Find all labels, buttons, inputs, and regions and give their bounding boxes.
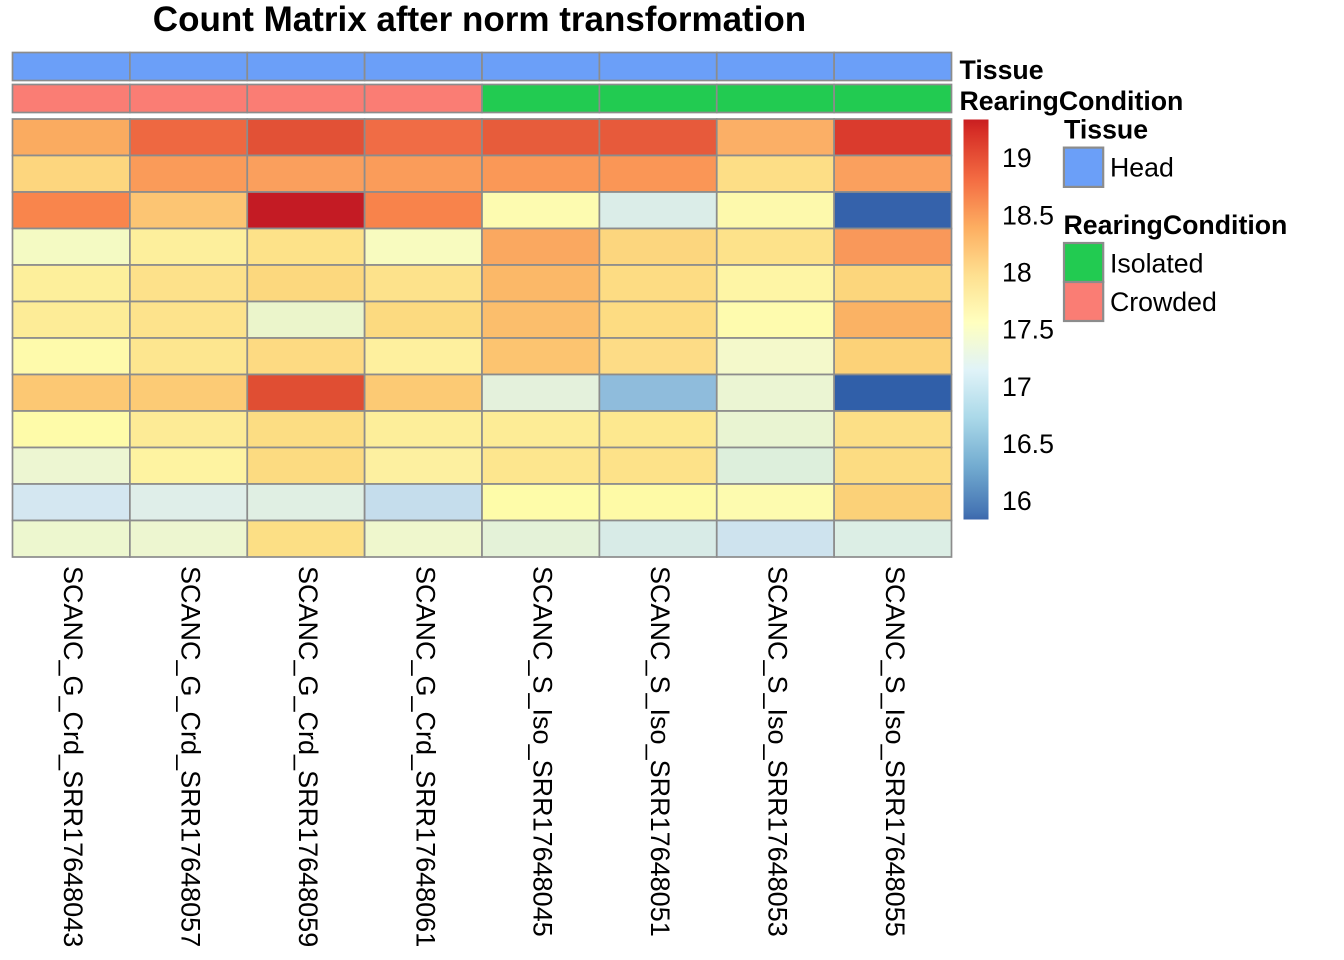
- svg-text:Tissue: Tissue: [1064, 115, 1148, 145]
- svg-text:19: 19: [1002, 143, 1032, 173]
- svg-text:16: 16: [1002, 486, 1032, 516]
- svg-text:SCANC_G_Crd_SRR17648061: SCANC_G_Crd_SRR17648061: [410, 566, 440, 947]
- svg-text:SCANC_G_Crd_SRR17648057: SCANC_G_Crd_SRR17648057: [176, 566, 206, 947]
- svg-text:RearingCondition: RearingCondition: [1064, 210, 1288, 240]
- svg-text:17: 17: [1002, 372, 1032, 402]
- svg-text:RearingCondition: RearingCondition: [960, 86, 1184, 116]
- svg-text:Count Matrix after norm transf: Count Matrix after norm transformation: [153, 0, 806, 39]
- svg-text:Crowded: Crowded: [1110, 287, 1217, 317]
- svg-text:SCANC_G_Crd_SRR17648043: SCANC_G_Crd_SRR17648043: [58, 566, 88, 947]
- svg-text:Head: Head: [1110, 153, 1174, 183]
- svg-text:SCANC_S_Iso_SRR17648045: SCANC_S_Iso_SRR17648045: [528, 566, 558, 937]
- svg-text:SCANC_G_Crd_SRR17648059: SCANC_G_Crd_SRR17648059: [293, 566, 323, 947]
- svg-text:Isolated: Isolated: [1110, 248, 1203, 278]
- svg-text:16.5: 16.5: [1002, 429, 1054, 459]
- svg-text:18: 18: [1002, 258, 1032, 288]
- svg-text:SCANC_S_Iso_SRR17648053: SCANC_S_Iso_SRR17648053: [762, 566, 792, 937]
- svg-text:Tissue: Tissue: [960, 55, 1044, 85]
- svg-text:SCANC_S_Iso_SRR17648055: SCANC_S_Iso_SRR17648055: [880, 566, 910, 937]
- svg-text:18.5: 18.5: [1002, 200, 1054, 230]
- svg-text:SCANC_S_Iso_SRR17648051: SCANC_S_Iso_SRR17648051: [645, 566, 675, 937]
- svg-text:17.5: 17.5: [1002, 315, 1054, 345]
